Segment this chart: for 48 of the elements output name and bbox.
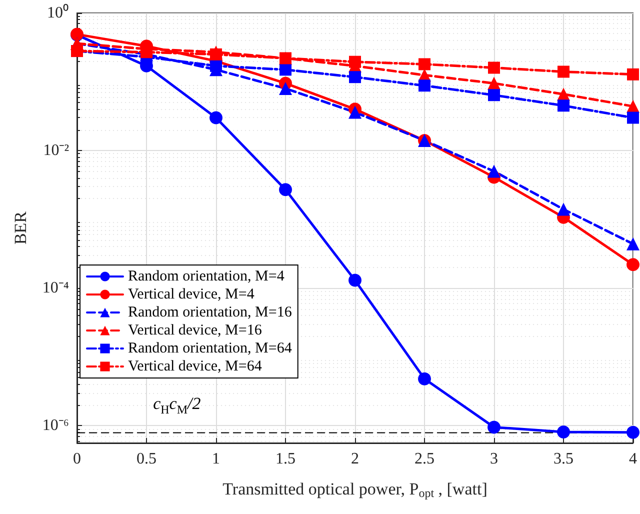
legend-label: Vertical device, M=4 xyxy=(128,286,255,302)
legend-label: Vertical device, M=64 xyxy=(128,358,262,374)
legend-label: Random orientation, M=64 xyxy=(128,340,292,356)
point xyxy=(626,237,640,250)
x-tick-label: 0.5 xyxy=(136,450,156,468)
ref-line-label: c$_{H}$c$_{M}$/2 xyxy=(153,394,201,416)
point xyxy=(349,56,361,68)
legend-label: Random orientation, M=16 xyxy=(128,304,292,320)
point xyxy=(488,89,500,102)
point xyxy=(279,183,292,196)
point xyxy=(210,60,222,72)
point xyxy=(627,112,639,124)
point xyxy=(210,48,222,60)
point xyxy=(279,82,292,95)
x-tick-label: 4 xyxy=(629,450,637,468)
x-tick-label: 1 xyxy=(212,450,220,468)
point xyxy=(627,68,639,80)
y-tick-label: 10⁰ xyxy=(47,4,69,22)
point xyxy=(349,71,361,84)
legend-label: Vertical device, M=16 xyxy=(128,322,262,338)
point xyxy=(418,372,431,386)
y-tick-label: 10⁻² xyxy=(43,142,70,160)
point xyxy=(280,64,292,76)
point xyxy=(210,111,222,124)
point xyxy=(348,106,362,119)
legend-label: Random orientation, M=4 xyxy=(128,268,285,284)
point xyxy=(557,425,570,438)
point xyxy=(626,258,640,272)
point xyxy=(348,274,362,287)
x-tick-label: 3.5 xyxy=(554,450,574,468)
point xyxy=(558,100,570,112)
y-axis-title: BER xyxy=(11,210,30,245)
point xyxy=(280,52,292,64)
point xyxy=(418,80,430,92)
point xyxy=(418,58,430,70)
x-tick-label: 2.5 xyxy=(414,450,434,468)
point xyxy=(557,202,570,216)
point xyxy=(626,426,640,439)
y-tick-label: 10⁻⁶ xyxy=(42,417,69,434)
point xyxy=(488,164,500,178)
x-tick-label: 2 xyxy=(351,450,359,468)
x-tick-label: 3 xyxy=(490,450,498,468)
x-tick-label: 0 xyxy=(73,450,81,468)
point xyxy=(558,66,570,78)
point xyxy=(488,62,500,74)
y-tick-label: 10⁻⁴ xyxy=(42,280,70,297)
x-tick-label: 1.5 xyxy=(276,450,296,468)
point xyxy=(488,420,500,434)
